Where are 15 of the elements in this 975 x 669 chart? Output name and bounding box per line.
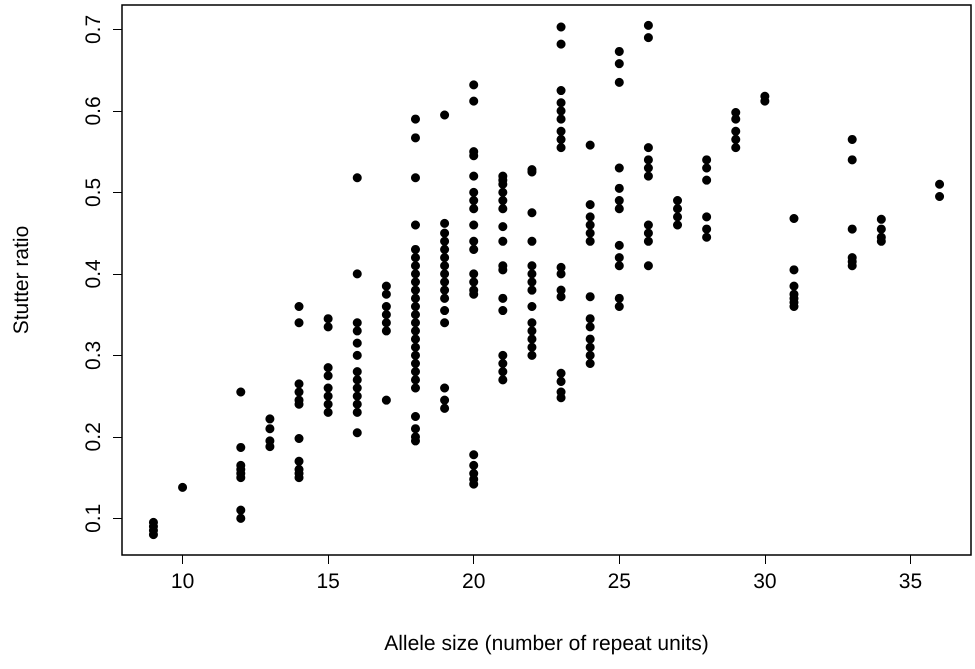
x-axis-title: Allele size (number of repeat units) xyxy=(384,632,709,655)
y-tick-label: 0.7 xyxy=(82,14,105,44)
x-tick-label: 10 xyxy=(170,570,194,593)
y-tick-label: 0.3 xyxy=(82,340,105,370)
y-tick-label: 0.1 xyxy=(82,504,105,533)
y-axis-title: Stutter ratio xyxy=(10,226,33,334)
x-tick-label: 30 xyxy=(753,570,777,593)
y-tick-label: 0.5 xyxy=(82,178,105,208)
y-tick-label: 0.2 xyxy=(82,422,105,452)
y-tick-label: 0.4 xyxy=(82,258,105,288)
x-tick-label: 15 xyxy=(316,570,340,593)
x-tick-label: 20 xyxy=(462,570,486,593)
x-tick-label: 25 xyxy=(608,570,631,593)
y-tick-label: 0.6 xyxy=(82,96,105,126)
x-tick-label: 35 xyxy=(898,570,922,593)
